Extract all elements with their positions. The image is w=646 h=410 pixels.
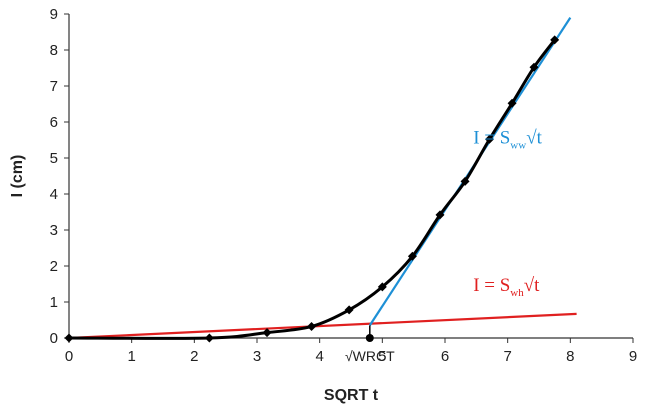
data-point: [377, 282, 387, 292]
data-point: [460, 176, 470, 186]
x-tick-label: 9: [629, 348, 637, 365]
ticks: 0 1 2 3 4 5 6 7 8 9 0 1 2 3 4 5 6 7 8 9: [50, 6, 638, 365]
y-tick-label: 4: [50, 186, 58, 203]
y-tick-label: 2: [50, 258, 58, 275]
x-tick-label: 0: [65, 348, 73, 365]
data-point: [407, 251, 417, 261]
x-tick-label: 5: [378, 348, 386, 365]
wrct-marker-dot: [365, 334, 374, 342]
annotation-ww-prefix: I = S: [473, 128, 510, 149]
x-axis-title: SQRT t: [324, 387, 379, 404]
annotation-wh: I = Swh√t: [473, 275, 540, 299]
x-tick-label: 6: [441, 348, 449, 365]
y-axis-title: I (cm): [9, 155, 26, 198]
axes: [68, 14, 633, 339]
y-tick-label: 0: [50, 330, 58, 347]
y-tick-label: 1: [50, 294, 58, 311]
data-point: [307, 321, 317, 331]
data-point: [550, 35, 560, 45]
x-tick-label: 3: [253, 348, 261, 365]
data-point: [484, 134, 494, 144]
data-layer: [64, 35, 560, 343]
annotation-ww-suffix: √t: [526, 128, 542, 149]
annotation-wh-prefix: I = S: [473, 275, 510, 296]
y-tick-label: 7: [50, 78, 58, 95]
annotation-ww: I = Sww√t: [473, 128, 542, 152]
x-tick-label: 8: [566, 348, 574, 365]
data-point: [529, 62, 539, 72]
data-point: [64, 333, 74, 343]
annotation-wh-suffix: √t: [524, 275, 540, 296]
y-tick-label: 6: [50, 114, 58, 131]
wrct-label: √WRCT: [345, 348, 395, 364]
annotation-ww-subscript: ww: [510, 140, 526, 152]
y-tick-label: 3: [50, 222, 58, 239]
data-point: [507, 98, 517, 108]
x-tick-label: 4: [315, 348, 323, 365]
x-tick-label: 7: [503, 348, 511, 365]
data-point: [262, 328, 272, 338]
y-tick-label: 9: [50, 6, 58, 23]
annotation-wh-subscript: wh: [510, 287, 524, 299]
data-point: [204, 333, 214, 343]
x-tick-label: 1: [127, 348, 135, 365]
data-point: [344, 305, 354, 315]
data-point: [435, 210, 445, 220]
y-tick-label: 8: [50, 42, 58, 59]
wh-fit-line: [68, 312, 577, 340]
y-tick-label: 5: [50, 150, 58, 167]
x-tick-label: 2: [190, 348, 198, 365]
